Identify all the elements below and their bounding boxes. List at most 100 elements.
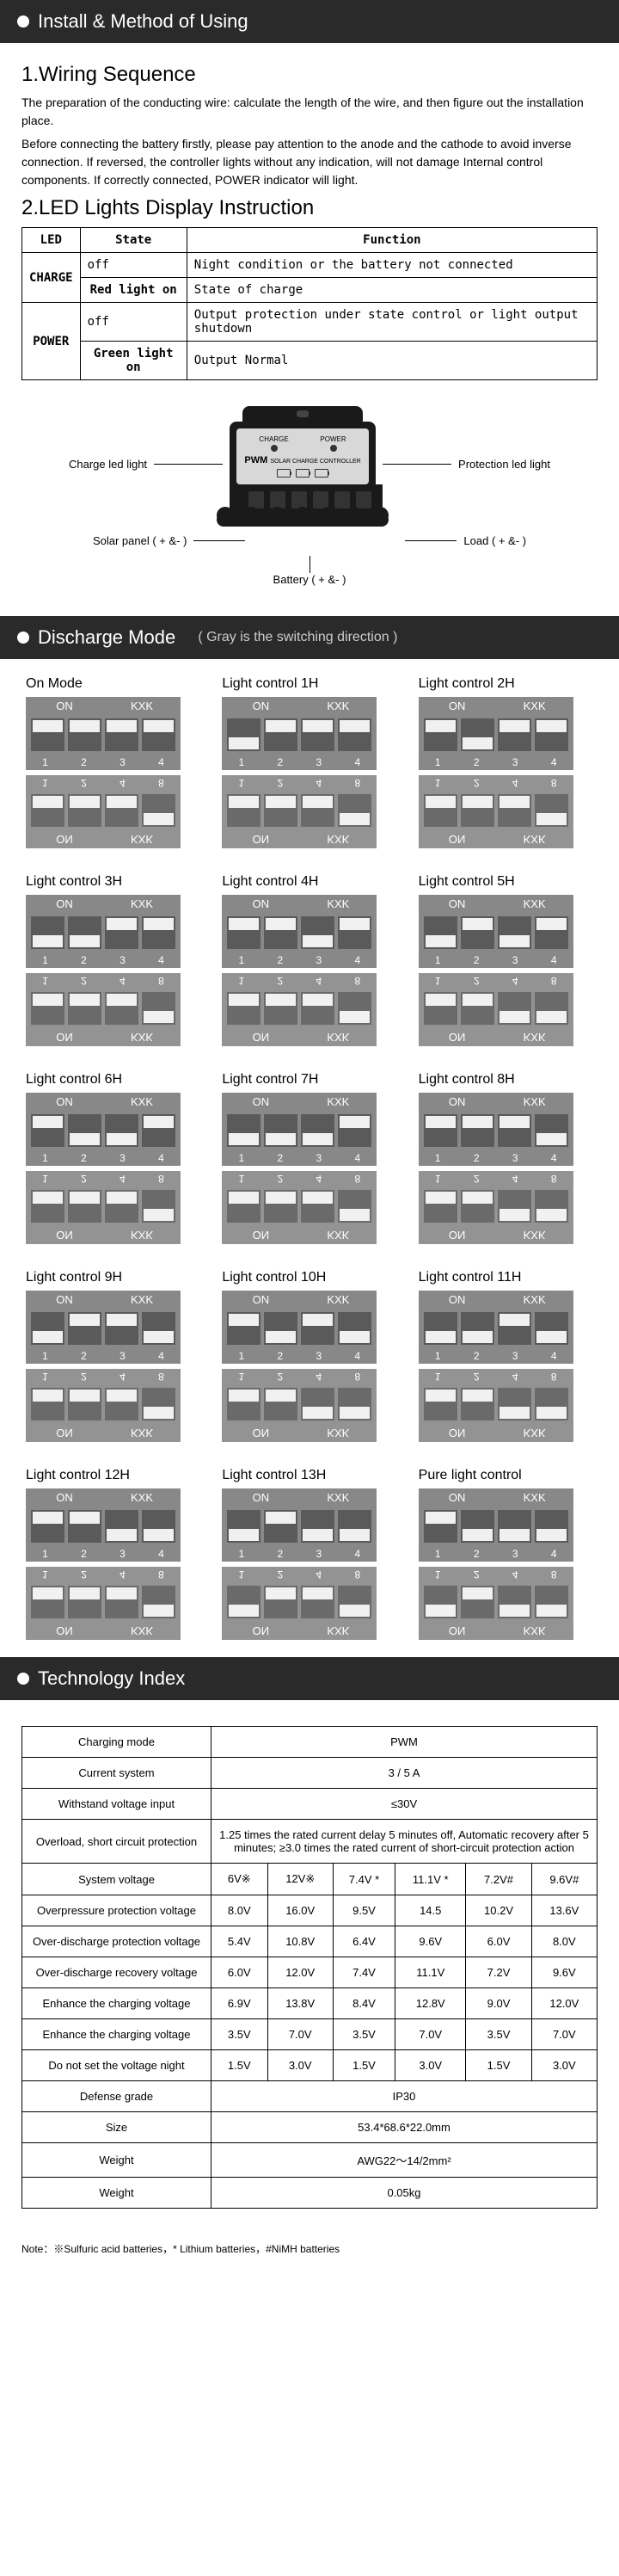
- dip-title: Pure light control: [419, 1468, 593, 1483]
- section-header-tech: Technology Index: [0, 1657, 619, 1700]
- led-table: LEDStateFunction CHARGEoffNight conditio…: [21, 227, 598, 380]
- tech-value: 3.0V: [267, 2050, 333, 2081]
- dip-switch: ONKXK 1234: [26, 1291, 181, 1364]
- tech-label: Charging mode: [22, 1727, 211, 1758]
- dip-switch-mirror: ONKXK 1248: [419, 1369, 573, 1442]
- tech-value: 6.4V: [333, 1926, 395, 1957]
- tech-value: 6.9V: [211, 1988, 268, 2019]
- tech-value: PWM: [211, 1727, 598, 1758]
- tech-value: 1.5V: [211, 2050, 268, 2081]
- tech-value: ≤30V: [211, 1789, 598, 1820]
- label-charge-led: Charge led light: [69, 458, 147, 471]
- tech-value: 7.4V *: [333, 1864, 395, 1895]
- td: Output protection under state control or…: [187, 303, 597, 342]
- tech-value: 10.2V: [466, 1895, 531, 1926]
- dip-title: Light control 11H: [419, 1270, 593, 1285]
- pwm-text: PWM: [244, 455, 267, 465]
- section-header-discharge: Discharge Mode ( Gray is the switching d…: [0, 616, 619, 659]
- dip-item: Light control 13H ONKXK 1234 ONKXK 1248: [222, 1468, 396, 1640]
- dip-switch: ONKXK 1234: [222, 1093, 377, 1166]
- power-label: POWER: [320, 435, 346, 443]
- tech-value: 12.8V: [395, 1988, 466, 2019]
- tech-label: Overpressure protection voltage: [22, 1895, 211, 1926]
- led-heading: 2.LED Lights Display Instruction: [21, 196, 598, 220]
- dip-item: Light control 3H ONKXK 1234 ONKXK 1248: [26, 874, 200, 1046]
- dip-switch: ONKXK 1234: [419, 1093, 573, 1166]
- dip-switch: ONKXK 1234: [26, 1093, 181, 1166]
- tech-value: 6.0V: [466, 1926, 531, 1957]
- tech-value: 3.5V: [466, 2019, 531, 2050]
- dip-switch: ONKXK 1234: [222, 1488, 377, 1562]
- dip-switch-mirror: ONKXK 1248: [419, 775, 573, 848]
- td: off: [80, 253, 187, 278]
- wiring-heading: 1.Wiring Sequence: [21, 63, 598, 87]
- tech-value: 9.6V: [395, 1926, 466, 1957]
- th-function: Function: [187, 228, 597, 253]
- td: off: [80, 303, 187, 342]
- td: Output Normal: [187, 342, 597, 380]
- td: POWER: [22, 303, 81, 380]
- dip-switch-mirror: ONKXK 1248: [26, 973, 181, 1046]
- td: State of charge: [187, 278, 597, 303]
- dip-item: Light control 7H ONKXK 1234 ONKXK 1248: [222, 1072, 396, 1244]
- dip-switch: ONKXK 1234: [222, 1291, 377, 1364]
- dip-item: Light control 1H ONKXK 1234 ONKXK 1248: [222, 676, 396, 848]
- dip-switch-mirror: ONKXK 1248: [419, 973, 573, 1046]
- dip-switch-mirror: ONKXK 1248: [222, 1567, 377, 1640]
- dip-title: Light control 8H: [419, 1072, 593, 1088]
- td: Night condition or the battery not conne…: [187, 253, 597, 278]
- tech-value: 10.8V: [267, 1926, 333, 1957]
- tech-label: Withstand voltage input: [22, 1789, 211, 1820]
- tech-value: 9.5V: [333, 1895, 395, 1926]
- td: Green light on: [80, 342, 187, 380]
- tech-value: 11.1V *: [395, 1864, 466, 1895]
- section-header-install: Install & Method of Using: [0, 0, 619, 43]
- dip-title: Light control 3H: [26, 874, 200, 890]
- tech-value: 7.0V: [395, 2019, 466, 2050]
- label-battery: Battery ( + &- ): [273, 573, 346, 586]
- tech-value: 0.05kg: [211, 2178, 598, 2209]
- tech-value: 6.0V: [211, 1957, 268, 1988]
- dip-title: Light control 12H: [26, 1468, 200, 1483]
- pwm-sub: SOLAR CHARGE CONTROLLER: [270, 459, 360, 465]
- dip-switch-mirror: ONKXK 1248: [419, 1567, 573, 1640]
- dip-switch-mirror: ONKXK 1248: [26, 1171, 181, 1244]
- tech-label: Over-discharge recovery voltage: [22, 1957, 211, 1988]
- tech-value: 5.4V: [211, 1926, 268, 1957]
- dip-switch-mirror: ONKXK 1248: [222, 1369, 377, 1442]
- tech-label: Defense grade: [22, 2081, 211, 2112]
- tech-label: Weight: [22, 2143, 211, 2178]
- tech-label: System voltage: [22, 1864, 211, 1895]
- dip-title: Light control 13H: [222, 1468, 396, 1483]
- dip-title: Light control 10H: [222, 1270, 396, 1285]
- device-illustration: CHARGE POWER PWM SOLAR CHARGE CONTROLLER: [230, 406, 376, 521]
- tech-label: Overload, short circuit protection: [22, 1820, 211, 1864]
- dip-switch: ONKXK 1234: [26, 1488, 181, 1562]
- tech-value: 7.0V: [531, 2019, 597, 2050]
- dip-title: Light control 6H: [26, 1072, 200, 1088]
- tech-value: 3.5V: [211, 2019, 268, 2050]
- dip-switch-mirror: ONKXK 1248: [222, 775, 377, 848]
- tech-value: 6V※: [211, 1864, 268, 1895]
- dip-switch-mirror: ONKXK 1248: [222, 973, 377, 1046]
- tech-label: Size: [22, 2112, 211, 2143]
- tech-label: Enhance the charging voltage: [22, 1988, 211, 2019]
- device-diagram: Charge led light CHARGE POWER PWM SOLAR …: [21, 406, 598, 586]
- dip-title: Light control 9H: [26, 1270, 200, 1285]
- tech-value: IP30: [211, 2081, 598, 2112]
- tech-value: 8.0V: [211, 1895, 268, 1926]
- dip-switch: ONKXK 1234: [222, 697, 377, 770]
- tech-value: 1.5V: [333, 2050, 395, 2081]
- dip-switch: ONKXK 1234: [419, 1488, 573, 1562]
- dip-switch-mirror: ONKXK 1248: [26, 1369, 181, 1442]
- dip-switch: ONKXK 1234: [419, 895, 573, 968]
- tech-value: 11.1V: [395, 1957, 466, 1988]
- tech-value: 9.6V#: [531, 1864, 597, 1895]
- dip-switch-mirror: ONKXK 1248: [222, 1171, 377, 1244]
- tech-value: 7.2V#: [466, 1864, 531, 1895]
- tech-value: 53.4*68.6*22.0mm: [211, 2112, 598, 2143]
- dip-item: Light control 10H ONKXK 1234 ONKXK 1248: [222, 1270, 396, 1442]
- dip-item: Pure light control ONKXK 1234 ONKXK 1248: [419, 1468, 593, 1640]
- dip-switch: ONKXK 1234: [419, 1291, 573, 1364]
- tech-label: Weight: [22, 2178, 211, 2209]
